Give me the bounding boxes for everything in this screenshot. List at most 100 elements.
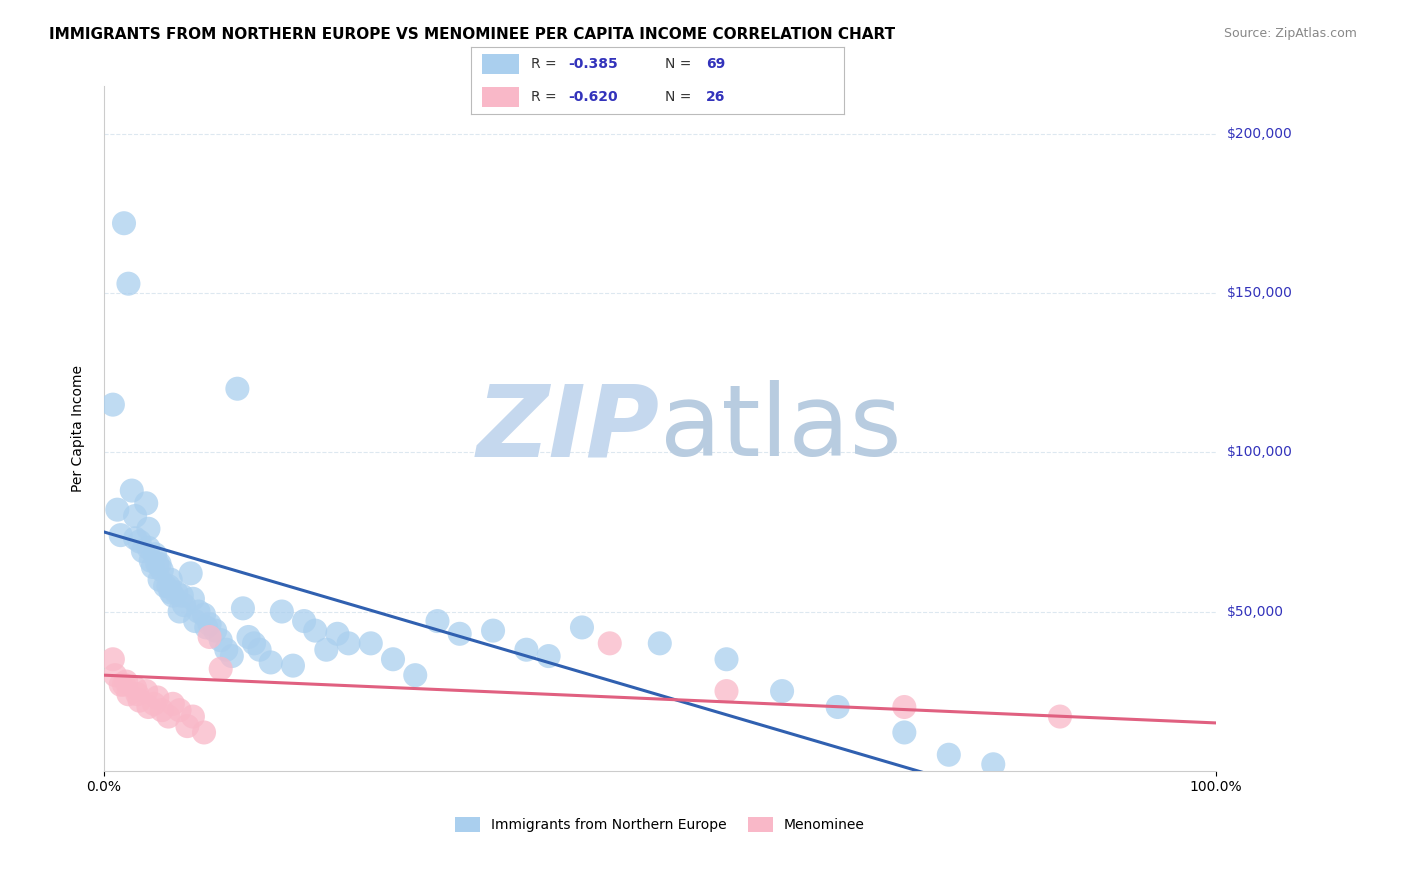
Point (404, 668, 426, 682)
Text: N =: N = (665, 57, 696, 71)
Point (716, 684, 738, 698)
Point (337, 636, 360, 650)
Point (181, 709, 204, 723)
Point (180, 566, 202, 581)
Point (138, 700, 160, 714)
Point (110, 678, 132, 692)
Point (360, 636, 382, 650)
Point (165, 585, 187, 599)
Text: $50,000: $50,000 (1226, 605, 1284, 618)
Text: R =: R = (530, 57, 561, 71)
Point (139, 553, 162, 567)
Point (193, 607, 215, 622)
Point (127, 687, 149, 701)
Text: -0.620: -0.620 (568, 90, 617, 104)
Point (893, 725, 915, 739)
Point (827, 700, 849, 714)
Y-axis label: Per Capita Income: Per Capita Income (72, 365, 86, 492)
Point (270, 605, 292, 619)
Point (599, 636, 621, 650)
Point (209, 662, 232, 676)
Point (221, 649, 243, 664)
Point (143, 547, 166, 561)
Point (135, 684, 157, 698)
Point (198, 617, 221, 632)
Point (249, 642, 271, 657)
Text: $200,000: $200,000 (1226, 127, 1292, 141)
Text: $100,000: $100,000 (1226, 445, 1292, 459)
Text: N =: N = (665, 90, 696, 104)
Text: -0.385: -0.385 (568, 57, 617, 71)
Point (146, 557, 169, 571)
Point (143, 697, 166, 711)
Point (128, 693, 150, 707)
Point (187, 605, 209, 619)
Point (482, 624, 505, 638)
Point (938, 747, 960, 762)
Point (226, 382, 249, 396)
Point (150, 563, 173, 577)
Point (209, 633, 232, 648)
Point (173, 598, 195, 612)
Text: ZIP: ZIP (477, 380, 659, 477)
Point (101, 652, 124, 666)
Point (148, 557, 170, 571)
Point (281, 658, 304, 673)
Point (138, 541, 160, 555)
Point (198, 630, 221, 644)
Point (215, 642, 238, 657)
Point (138, 522, 160, 536)
Point (184, 614, 207, 628)
Point (112, 216, 135, 230)
Point (157, 709, 180, 723)
Point (260, 656, 283, 670)
Point (648, 636, 671, 650)
Point (204, 624, 226, 638)
Text: 26: 26 (706, 90, 725, 104)
Point (193, 725, 215, 739)
Point (238, 630, 260, 644)
Point (770, 684, 793, 698)
Point (232, 601, 254, 615)
Point (132, 544, 155, 558)
Text: atlas: atlas (659, 380, 901, 477)
Point (716, 652, 738, 666)
Point (124, 509, 146, 524)
Point (117, 687, 139, 701)
Text: $150,000: $150,000 (1226, 286, 1292, 301)
Point (449, 627, 471, 641)
Bar (482, 87, 519, 108)
Point (148, 573, 170, 587)
Point (195, 620, 218, 634)
Point (176, 719, 198, 733)
Point (105, 502, 128, 516)
Point (146, 690, 169, 705)
Point (315, 642, 337, 657)
Point (101, 398, 124, 412)
Point (159, 585, 181, 599)
Point (150, 703, 173, 717)
Point (112, 678, 135, 692)
Point (1049, 709, 1071, 723)
Point (142, 560, 165, 574)
Text: Source: ZipAtlas.com: Source: ZipAtlas.com (1223, 27, 1357, 40)
Point (426, 614, 449, 628)
Point (162, 589, 184, 603)
Point (153, 579, 176, 593)
Point (170, 589, 193, 603)
Point (292, 614, 315, 628)
Point (128, 534, 150, 549)
Point (571, 620, 593, 634)
Point (115, 674, 138, 689)
Point (169, 703, 191, 717)
Point (117, 277, 139, 291)
Point (110, 528, 132, 542)
Text: R =: R = (530, 90, 561, 104)
Point (124, 531, 146, 545)
Point (515, 642, 537, 657)
Point (159, 573, 181, 587)
Point (162, 697, 184, 711)
Point (326, 627, 349, 641)
Text: 69: 69 (706, 57, 725, 71)
Point (169, 605, 191, 619)
